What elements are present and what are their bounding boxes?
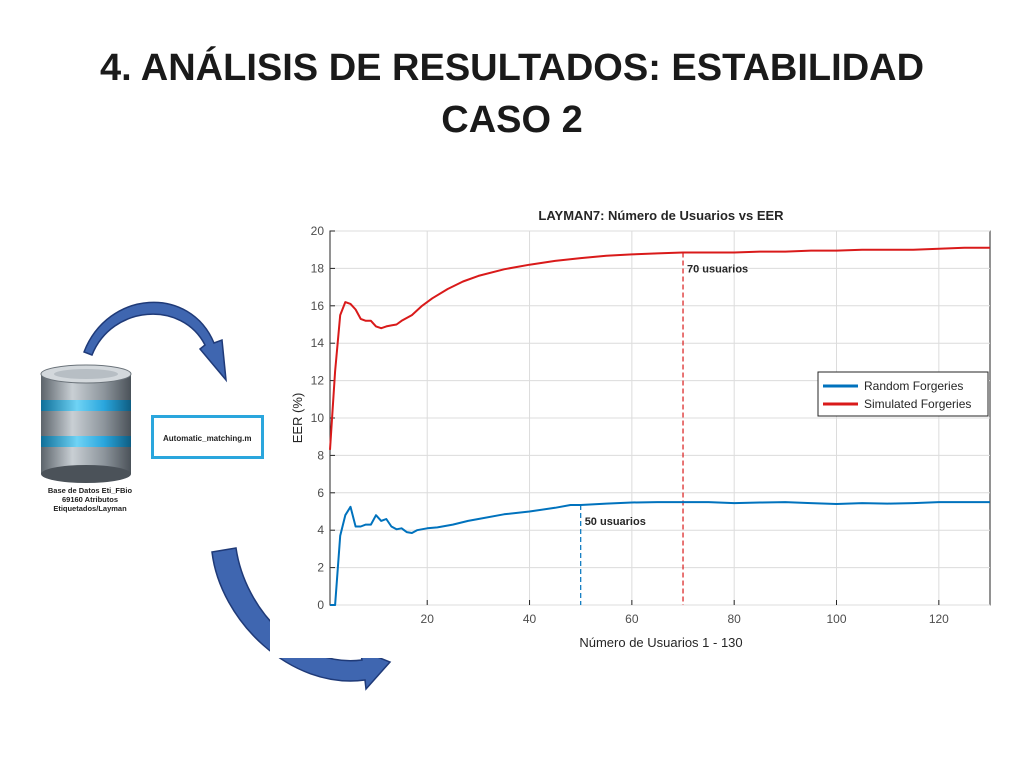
database-caption: Base de Datos Eti_FBio 69160 Atributos E… [20,486,160,513]
y-tick-label: 8 [317,448,324,462]
legend-label-random: Random Forgeries [864,379,963,393]
database-caption-line-3: Etiquetados/Layman [53,504,127,513]
y-tick-label: 0 [317,598,324,612]
slide-title-line-2: CASO 2 [441,99,583,141]
annotation-label: 50 usuarios [585,516,646,528]
database-cylinder [40,364,132,483]
annotation-label: 70 usuarios [687,264,748,276]
script-label: Automatic_matching.m [163,434,252,443]
x-axis-label: Número de Usuarios 1 - 130 [579,635,742,650]
y-tick-label: 10 [311,411,325,425]
x-tick-label: 100 [826,612,846,626]
x-tick-label: 120 [929,612,949,626]
x-tick-label: 40 [523,612,537,626]
legend-label-simulated: Simulated Forgeries [864,397,971,411]
legend-box [817,371,989,417]
database-caption-line-2: 69160 Atributos [62,495,118,504]
y-axis-label: EER (%) [290,393,305,444]
y-tick-label: 12 [311,374,325,388]
legend: Random Forgeries Simulated Forgeries [817,371,989,417]
y-tick-label: 2 [317,561,324,575]
y-tick-label: 14 [311,336,325,350]
y-tick-label: 18 [311,261,325,275]
y-tick-label: 16 [311,299,325,313]
x-tick-label: 80 [728,612,742,626]
database-icon [36,364,136,484]
grid [330,230,990,606]
annotations: 70 usuarios 50 usuarios [580,252,748,605]
slide-title-line-1: 4. ANÁLISIS DE RESULTADOS: ESTABILIDAD [99,47,925,89]
script-box: Automatic_matching.m [151,415,264,459]
x-tick-label: 60 [625,612,639,626]
eer-chart: LAYMAN7: Número de Usuarios vs EER 20 40 6… [270,198,1000,658]
y-tick-label: 20 [311,224,325,238]
series-line-simulated-forgeries [329,246,990,450]
series-line-random-forgeries [330,501,990,606]
database-caption-line-1: Base de Datos Eti_FBio [47,486,133,495]
slide-title: 4. ANÁLISIS DE RESULTADOS: ESTABILIDAD C… [0,42,1024,146]
y-tick-label: 4 [317,523,324,537]
y-tick-label: 6 [317,486,324,500]
x-tick-label: 20 [421,612,435,626]
chart-title: LAYMAN7: Número de Usuarios vs EER [538,208,784,223]
axis-ticks: 20 40 60 80 100 120 0 2 4 6 8 10 12 14 16 18 20 [311,224,950,626]
series [329,246,990,606]
